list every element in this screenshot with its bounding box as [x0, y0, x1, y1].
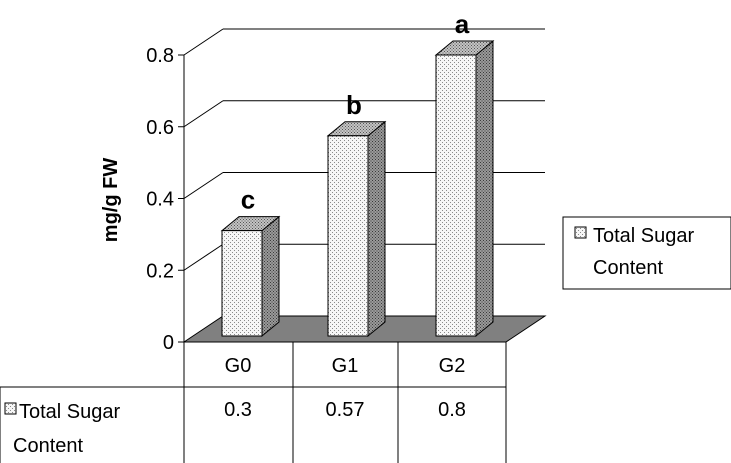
significance-label-g2: a: [455, 9, 470, 39]
table-row-label-line2: Content: [13, 435, 83, 457]
table-cell-g1: 0.57: [326, 399, 365, 421]
side-gridline: [183, 28, 224, 56]
legend: Total Sugar Content: [562, 216, 731, 290]
y-tick-label: 0.8: [146, 45, 174, 67]
data-table-text: G0 G1 G2 Total Sugar Content 0.3 0.57 0.…: [4, 355, 466, 457]
y-tick-label: 0.2: [146, 260, 174, 282]
legend-label-line2: Content: [593, 257, 663, 279]
y-tick-label: 0.6: [146, 117, 174, 139]
legend-box: [562, 216, 731, 290]
bar-front: [221, 230, 263, 337]
legend-key: [574, 226, 587, 239]
side-gridline: [183, 243, 224, 271]
y-tick-label: 0.4: [146, 189, 174, 211]
legend-label-line1: Total Sugar: [593, 225, 695, 247]
bar-g2: a: [434, 9, 495, 338]
data-table: [0, 342, 507, 463]
significance-label-g0: c: [241, 185, 255, 215]
bar-side: [367, 120, 386, 338]
bar-front: [327, 135, 369, 337]
y-tick-label: 0: [163, 332, 174, 354]
bar-side: [475, 39, 494, 338]
side-gridline: [183, 172, 224, 199]
table-header-g0: G0: [225, 355, 252, 377]
table-header-g1: G1: [332, 355, 359, 377]
y-axis-label: mg/g FW: [100, 158, 122, 243]
bar-side: [261, 215, 280, 338]
table-legend-key: [4, 402, 17, 415]
table-row-label-line1: Total Sugar: [19, 401, 121, 423]
bars: c b a: [220, 9, 495, 338]
table-cell-g2: 0.8: [438, 399, 466, 421]
bar-g1: b: [326, 90, 387, 338]
bar-g0: c: [220, 185, 281, 338]
bar-front: [435, 54, 477, 337]
significance-label-g1: b: [346, 90, 362, 120]
side-gridline: [183, 100, 224, 128]
y-ticks: 0 0.2 0.4 0.6 0.8: [146, 45, 184, 354]
table-cell-g0: 0.3: [224, 399, 252, 421]
table-header-g2: G2: [439, 355, 466, 377]
